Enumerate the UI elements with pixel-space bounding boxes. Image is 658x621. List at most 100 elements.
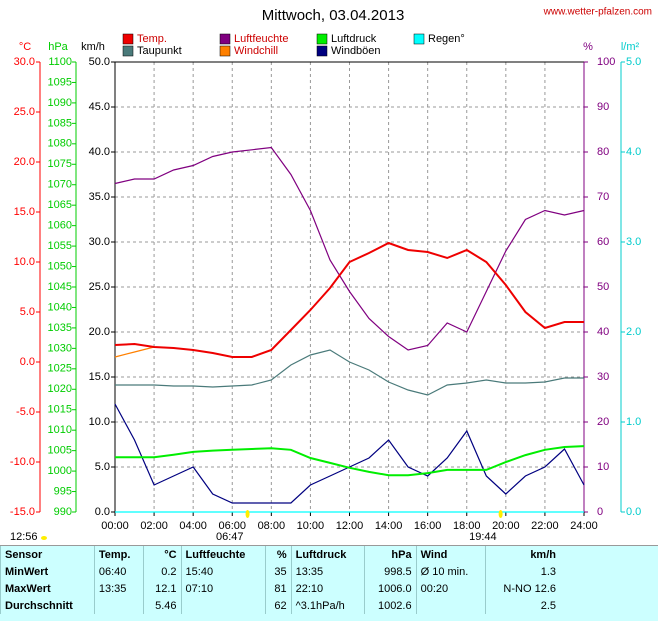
table-cell: 1.3 [484,563,560,580]
y-tick-label: 20.0 [14,156,35,168]
sunset-label: 19:44 [469,531,497,543]
table-cell: 06:40 [93,563,144,580]
table-cell [180,597,266,614]
y-tick-label: -5.0 [16,406,35,418]
x-tick-label: 20:00 [492,520,520,532]
y-tick-label: 0.0 [626,506,641,518]
table-cell: 22:10 [290,580,365,597]
y-tick-label: 80 [597,146,609,158]
y-tick-label: 50 [597,281,609,293]
y-tick-label: 25.0 [89,281,110,293]
table-cell: % [264,546,292,563]
y-tick-label: 25.0 [14,106,35,118]
table-cell: 998.5 [363,563,417,580]
y-tick-label: 15.0 [89,371,110,383]
table-row: Durchschnitt 5.46 62 ^3.1hPa/h 1002.6 2.5 [0,597,560,614]
axis-unit: % [583,41,593,53]
y-tick-label: 30.0 [14,56,35,68]
legend-label: Windböen [331,45,381,57]
y-tick-label: 1055 [48,240,72,252]
table-row: MaxWert 13:35 12.1 07:10 81 22:10 1006.0 00:20 N… [0,580,560,597]
y-tick-label: 90 [597,101,609,113]
table-cell: 12.1 [143,580,182,597]
legend-label: Luftfeuchte [234,33,288,45]
table-cell: N-NO 12.6 [484,580,560,597]
y-tick-label: 10.0 [14,256,35,268]
y-tick-label: 10.0 [89,416,110,428]
y-tick-label: 5.0 [626,56,641,68]
y-tick-label: 1100 [48,56,72,68]
table-cell: Luftdruck [290,546,365,563]
y-tick-label: 0 [597,506,603,518]
table-cell: 1006.0 [363,580,417,597]
table-cell: 07:10 [180,580,266,597]
axis-unit: l/m² [621,41,640,53]
y-tick-label: 2.0 [626,326,641,338]
table-cell: °C [143,546,182,563]
y-tick-label: 3.0 [626,236,641,248]
table-cell: Wind [415,546,486,563]
table-cell: 81 [264,580,292,597]
y-tick-label: 1030 [48,342,72,354]
y-tick-label: 4.0 [626,146,641,158]
table-cell: MaxWert [0,580,95,597]
x-tick-label: 24:00 [570,520,598,532]
x-tick-label: 22:00 [531,520,559,532]
y-tick-label: 1010 [48,424,72,436]
y-tick-label: 1095 [48,76,72,88]
table-cell [415,597,486,614]
axis-unit: km/h [81,41,105,53]
legend-swatch [316,45,328,57]
y-tick-label: 1045 [48,281,72,293]
chart: Mittwoch, 03.04.2013 www.wetter-pfalzen.… [10,7,652,543]
sun-marker [41,536,47,540]
table-cell: 1002.6 [363,597,417,614]
legend-label: Windchill [234,45,278,57]
x-tick-label: 18:00 [453,520,481,532]
y-tick-label: 70 [597,191,609,203]
y-tick-label: 20 [597,416,609,428]
y-tick-label: 30.0 [89,236,110,248]
y-tick-label: 30 [597,371,609,383]
y-tick-label: 15.0 [14,206,35,218]
legend-label: Temp. [137,33,167,45]
table-cell: hPa [363,546,417,563]
series-line [115,349,584,396]
table-cell: 5.46 [143,597,182,614]
y-tick-label: 5.0 [95,461,110,473]
y-tick-label: 1080 [48,138,72,150]
y-tick-label: 995 [54,485,72,497]
table-cell: 00:20 [415,580,486,597]
table-cell: MinWert [0,563,95,580]
table-cell: 13:35 [93,580,144,597]
series-line [115,445,585,477]
x-tick-label: 00:00 [101,520,129,532]
y-tick-label: 1035 [48,322,72,334]
table-cell: Sensor [0,546,95,563]
y-tick-label: 60 [597,236,609,248]
y-tick-label: 1000 [48,465,72,477]
y-tick-label: -10.0 [10,456,35,468]
legend-swatch [219,33,231,45]
sun-marker [498,510,503,518]
table-cell: 35 [264,563,292,580]
table-cell: 62 [264,597,292,614]
y-tick-label: 50.0 [89,56,110,68]
legend-label: Luftdruck [331,33,377,45]
table-cell: Durchschnitt [0,597,95,614]
y-tick-label: 100 [597,56,615,68]
legend-swatch [122,45,134,57]
stats-table: Sensor Temp. °C Luftfeuchte% Luftdruck hPa Win… [0,545,658,621]
series-line [114,241,584,358]
source: www.wetter-pfalzen.com [543,7,652,18]
table-cell: ^3.1hPa/h [290,597,365,614]
y-tick-label: 1085 [48,117,72,129]
table-cell: Temp. [93,546,144,563]
y-tick-label: 1020 [48,383,72,395]
table-row: Sensor Temp. °C Luftfeuchte% Luftdruck hPa Win… [0,546,560,563]
legend-label: Taupunkt [137,45,182,57]
table-cell: 15:40 [180,563,266,580]
table-cell: 13:35 [290,563,365,580]
y-tick-label: 40 [597,326,609,338]
